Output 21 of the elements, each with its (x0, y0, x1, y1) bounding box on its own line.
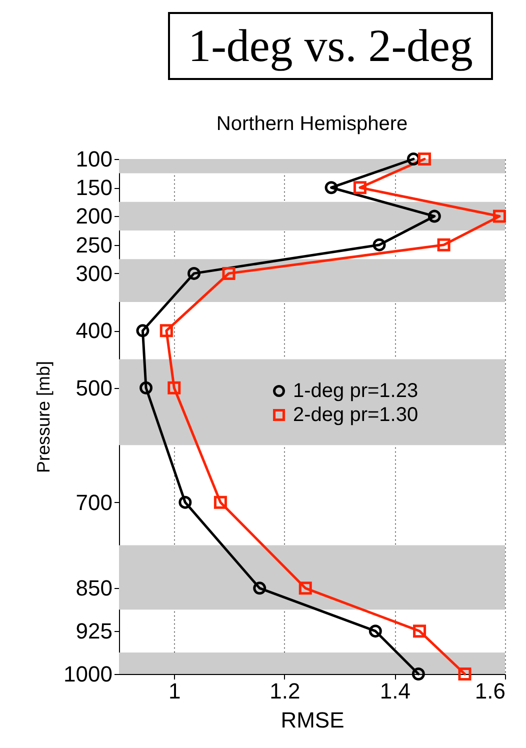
y-tick-label: 850 (76, 576, 112, 601)
y-tick-label: 150 (76, 175, 112, 200)
chart-subtitle: Northern Hemisphere (216, 113, 408, 135)
y-tick-label: 700 (76, 490, 112, 515)
legend-label: 1-deg pr=1.23 (293, 380, 418, 402)
y-tick-label: 400 (76, 318, 112, 344)
x-tick-label: 1.4 (380, 678, 411, 704)
x-tick-label: 1.6 (474, 678, 506, 704)
x-axis-title: RMSE (280, 708, 344, 732)
y-axis-title: Pressure [mb] (34, 360, 54, 474)
legend-label: 2-deg pr=1.30 (293, 404, 418, 426)
y-tick-label: 500 (76, 375, 112, 400)
x-tick-label: 1 (168, 678, 181, 704)
chart-title: 1-deg vs. 2-deg (168, 12, 493, 80)
y-tick-label: 925 (76, 618, 112, 644)
y-tick-label: 200 (76, 204, 112, 229)
y-tick-label: 1000 (64, 662, 112, 686)
y-tick-label: 300 (76, 260, 112, 286)
y-tick-label: 250 (76, 232, 112, 258)
x-tick-label: 1.2 (270, 678, 300, 704)
y-tick-label: 100 (76, 146, 112, 172)
